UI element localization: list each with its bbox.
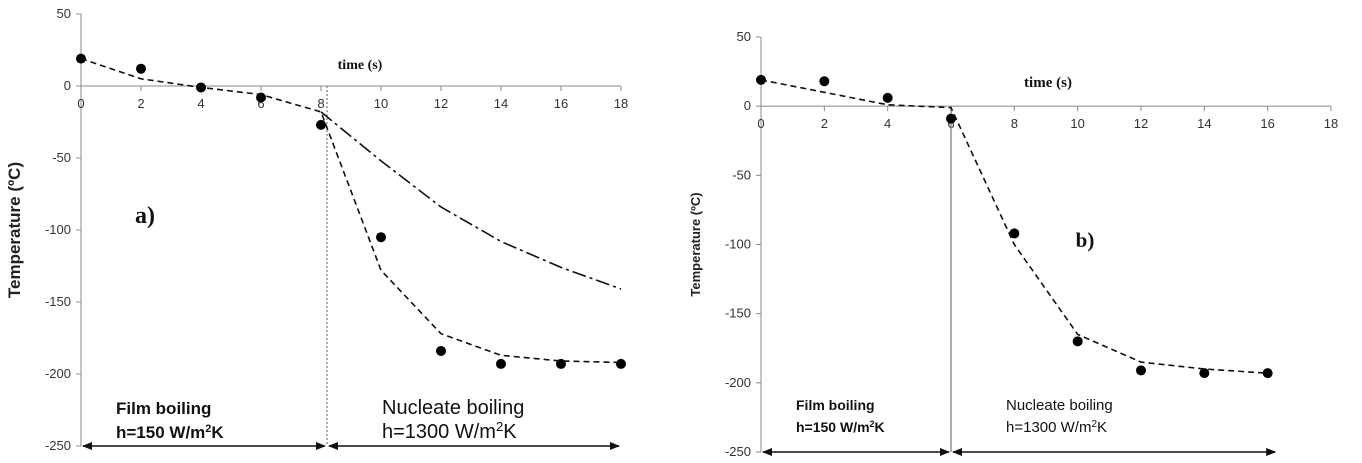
x-tick-label: 4 (197, 96, 204, 111)
x-axis-title: time (s) (1024, 75, 1072, 91)
x-tick-label: 8 (1011, 116, 1018, 131)
data-point (1262, 368, 1273, 379)
region-h-value: h=1300 W/m2K (1006, 419, 1107, 437)
chart-b: 500-50-100-150-200-250024681012141618Tem… (688, 29, 1338, 459)
region-name: Film boiling (796, 397, 875, 413)
region-name: Nucleate boiling (382, 397, 524, 419)
y-tick-label: -150 (45, 294, 71, 309)
region-name: Nucleate boiling (1006, 397, 1113, 414)
x-tick-label: 2 (821, 116, 828, 131)
y-tick-label: -100 (45, 222, 71, 237)
region-name: Film boiling (116, 399, 211, 418)
dash-dot-model-line (320, 111, 622, 290)
dashed-model-line (760, 79, 1268, 374)
x-tick-label: 14 (494, 96, 508, 111)
chart-a: 50 0 -50 -100 -150 -200 -250 0 2 4 6 8 10 12 14 16 18 Tem… (5, 6, 628, 453)
x-tick-label: 8 (317, 96, 324, 111)
data-point (136, 63, 146, 74)
data-point (819, 76, 830, 87)
y-axis-title: Temperature (ºC) (5, 162, 24, 298)
x-tick-label: 18 (614, 96, 628, 111)
x-tick-label: 14 (1197, 116, 1211, 131)
y-tick-label: -150 (725, 306, 751, 321)
data-point (616, 358, 626, 369)
data-point (1199, 368, 1210, 379)
x-tick-label: 18 (1324, 116, 1338, 131)
y-tick-label: 0 (64, 78, 71, 93)
data-point (946, 113, 956, 124)
y-tick-label: -50 (52, 150, 71, 165)
x-tick-label: 12 (434, 96, 448, 111)
data-point (1072, 336, 1083, 347)
data-point (1136, 365, 1146, 376)
region-h-value: h=1300 W/m2K (382, 419, 517, 444)
x-axis-title: time (s) (338, 58, 383, 73)
x-tick-label: 12 (1134, 116, 1148, 131)
y-tick-label: -100 (725, 237, 751, 252)
region-h-value: h=150 W/m2K (116, 423, 224, 442)
y-tick-label: -200 (45, 366, 71, 381)
region-h-value: h=150 W/m2K (796, 419, 885, 435)
x-tick-label: 6 (257, 96, 264, 111)
x-tick-label: 4 (884, 116, 891, 131)
x-tick-label: 10 (1070, 116, 1084, 131)
data-point (436, 345, 446, 356)
y-tick-label: 0 (744, 98, 751, 113)
panel-label: b) (1076, 228, 1095, 252)
y-axis-title: Temperature (ºC) (688, 192, 703, 296)
x-tick-label: 0 (757, 116, 764, 131)
y-tick-label: -250 (45, 438, 71, 453)
y-tick-label: -50 (732, 167, 751, 182)
y-tick-label: -200 (725, 375, 751, 390)
data-point (376, 232, 386, 243)
x-tick-label: 16 (554, 96, 568, 111)
data-point (496, 358, 506, 369)
data-point (316, 119, 326, 130)
data-point (756, 74, 766, 85)
y-tick-label: 50 (737, 29, 751, 44)
y-tick-label: -250 (725, 444, 751, 459)
x-tick-label: 16 (1260, 116, 1274, 131)
dashed-model-line (80, 57, 622, 364)
data-point (1009, 228, 1020, 239)
panel-label: a) (135, 203, 155, 229)
x-tick-label: 0 (77, 96, 84, 111)
data-point (882, 92, 893, 103)
x-tick-label: 2 (137, 96, 144, 111)
x-tick-label: 10 (374, 96, 388, 111)
y-tick-label: 50 (57, 6, 71, 21)
